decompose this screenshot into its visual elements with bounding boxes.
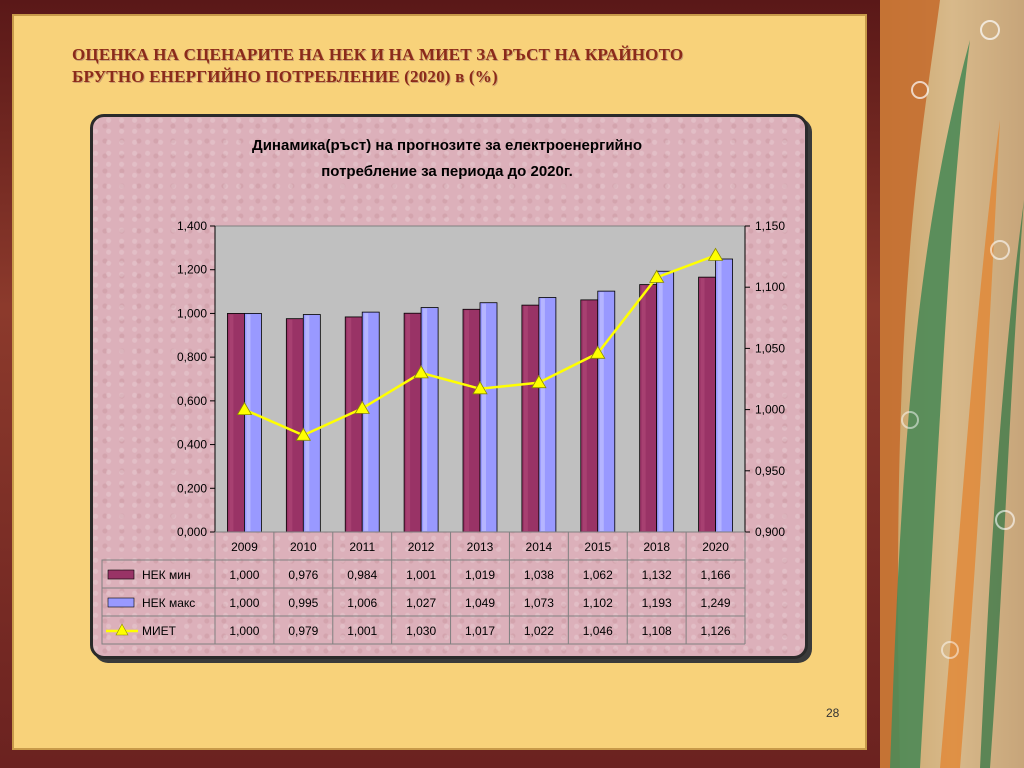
data-label: 1,108 (642, 624, 672, 638)
bar-nek-min-highlight (347, 317, 352, 531)
chart-title-line-1: Динамика(ръст) на прогнозите за електрое… (252, 137, 642, 154)
data-label: 1,000 (229, 596, 259, 610)
left-axis: 0,000 0,200 0,400 0,600 0,800 1,000 1,200 1,400 (177, 219, 216, 539)
point-miet (648, 269, 665, 283)
data-label: 1,126 (701, 624, 731, 638)
right-tick-label: 1,150 (755, 219, 785, 233)
point-miet (295, 427, 312, 441)
page-number: 28 (826, 706, 840, 720)
point-miet (413, 365, 429, 379)
legend-key-miet-marker (115, 623, 129, 636)
legend-label: МИЕТ (142, 624, 177, 638)
data-label: 0,984 (347, 568, 377, 582)
right-axis: 0,900 0,950 1,000 1,050 1,100 1,150 (744, 219, 785, 539)
x-tick-label: 2010 (290, 540, 317, 554)
right-tick-label: 1,000 (755, 403, 785, 417)
data-label: 1,062 (583, 568, 613, 582)
point-miet (236, 401, 253, 416)
bar-nek-max-highlight (540, 298, 545, 531)
data-label: 0,995 (288, 596, 318, 610)
legend-key-nek-max (107, 597, 135, 608)
decorative-shapes (880, 0, 1024, 768)
point-miet (707, 247, 724, 261)
bar-nek-min-highlight (288, 319, 293, 531)
bar-nek-max-highlight (246, 314, 251, 531)
data-label: 1,017 (465, 624, 495, 638)
x-tick-label: 2009 (231, 540, 258, 554)
data-label: 1,038 (524, 568, 554, 582)
data-label: 1,000 (229, 568, 259, 582)
right-tick-label: 0,900 (755, 525, 785, 539)
bar-nek-max-highlight (599, 292, 604, 531)
data-label: 1,249 (701, 596, 731, 610)
data-label: 1,001 (406, 568, 436, 582)
bar-nek-max-highlight (305, 315, 310, 531)
bar-nek-min-highlight (523, 306, 528, 531)
data-label: 1,049 (465, 596, 495, 610)
x-tick-label: 2014 (526, 540, 553, 554)
left-tick-label: 0,800 (177, 350, 207, 364)
data-label: 1,027 (406, 596, 436, 610)
left-tick-label: 1,200 (177, 263, 207, 277)
bar-nek-min-highlight (406, 314, 411, 531)
data-label: 1,166 (701, 568, 731, 582)
bar-nek-min-highlight (700, 278, 705, 531)
data-label: 1,019 (465, 568, 495, 582)
bar-nek-max-highlight (658, 272, 663, 531)
data-label: 1,006 (347, 596, 377, 610)
data-table: 2009 2010 2011 2012 2013 2014 2015 2018 2020 НЕК … (101, 531, 746, 645)
bar-nek-max-highlight (364, 313, 369, 531)
chart-title-line-2: потребление за периода до 2020г. (321, 163, 573, 180)
legend-label: НЕК макс (142, 596, 195, 610)
x-tick-label: 2020 (702, 540, 729, 554)
x-tick-label: 2018 (643, 540, 670, 554)
bar-nek-min-highlight (641, 285, 646, 531)
point-miet (531, 374, 547, 389)
bar-series (227, 258, 733, 533)
line-series (236, 247, 724, 441)
point-miet (472, 380, 488, 395)
x-tick-label: 2013 (467, 540, 494, 554)
right-tick-label: 1,100 (755, 280, 785, 294)
left-tick-label: 1,000 (177, 306, 207, 320)
heading-line-2: БРУТНО ЕНЕРГИЙНО ПОТРЕБЛЕНИЕ (2020) в (%… (72, 67, 498, 86)
left-tick-label: 0,400 (177, 438, 207, 452)
heading-line-1: ОЦЕНКА НА СЦЕНАРИТЕ НА НЕК И НА МИЕТ ЗА … (72, 45, 684, 64)
x-tick-label: 2015 (584, 540, 611, 554)
legend-key-nek-min (107, 569, 135, 580)
slide-heading: ОЦЕНКА НА СЦЕНАРИТЕ НА НЕК И НА МИЕТ ЗА … (72, 44, 832, 88)
right-tick-label: 1,050 (755, 341, 785, 355)
left-tick-label: 0,600 (177, 394, 207, 408)
data-label: 1,132 (642, 568, 672, 582)
bar-nek-min-highlight (229, 314, 234, 531)
bar-nek-max-highlight (482, 303, 486, 531)
data-label: 0,976 (288, 568, 318, 582)
bar-nek-min-highlight (582, 300, 587, 531)
data-label: 0,979 (288, 624, 318, 638)
x-tick-label: 2012 (408, 540, 435, 554)
data-label: 1,000 (229, 624, 259, 638)
chart: Динамика(ръст) на прогнозите за електрое… (101, 137, 785, 645)
data-label: 1,046 (583, 624, 613, 638)
data-label: 1,030 (406, 624, 436, 638)
bar-nek-max-highlight (423, 308, 428, 531)
data-label: 1,073 (524, 596, 554, 610)
left-tick-label: 1,400 (177, 219, 207, 233)
bar-nek-min-highlight (465, 310, 469, 531)
right-tick-label: 0,950 (755, 464, 785, 478)
data-label: 1,022 (524, 624, 554, 638)
x-tick-label: 2011 (349, 540, 375, 554)
data-label: 1,193 (642, 596, 672, 610)
bar-nek-max-highlight (717, 260, 722, 531)
left-tick-label: 0,000 (177, 525, 207, 539)
point-miet (590, 345, 606, 359)
point-miet (354, 400, 370, 414)
legend-label: НЕК мин (142, 568, 191, 582)
left-tick-label: 0,200 (177, 481, 207, 495)
decorative-panel (880, 0, 1024, 768)
data-label: 1,102 (583, 596, 613, 610)
data-label: 1,001 (347, 624, 377, 638)
